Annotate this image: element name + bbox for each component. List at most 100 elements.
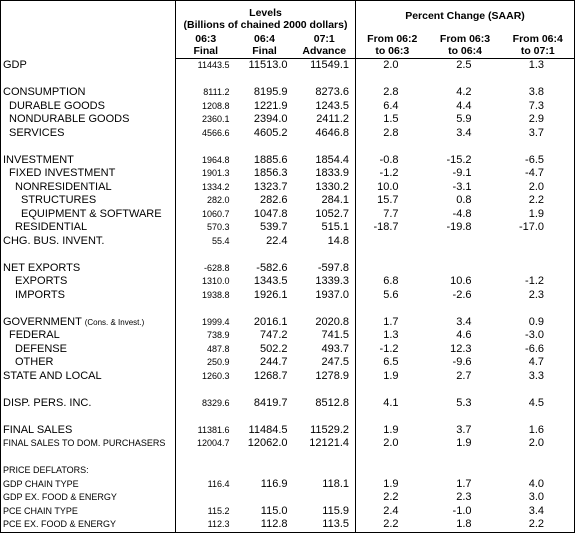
spacer-cell: [502, 73, 575, 87]
spacer-cell: [355, 302, 429, 316]
level-value: 2394.0: [253, 113, 288, 125]
change-value: 2.3: [456, 491, 472, 503]
row-label: PRICE DEFLATORS:: [3, 465, 89, 475]
change-value: 4.1: [355, 396, 429, 410]
level-value: 112.8: [260, 518, 288, 530]
level-value: 8512.8: [315, 396, 350, 409]
change-value: 1.9: [355, 369, 429, 383]
change-value: 3.4: [456, 126, 472, 139]
row-label-cell: NONDURABLE GOODS: [1, 113, 176, 127]
level-value: [175, 491, 236, 505]
level-value: 115.2: [175, 504, 236, 518]
level-value: 1208.8: [175, 99, 236, 113]
row-label-cell: CHG. BUS. INVENT.: [1, 235, 176, 249]
level-value: 747.2: [259, 329, 288, 341]
change-value: -9.1: [452, 167, 472, 179]
change-value: 4.0: [528, 477, 545, 490]
level-value: 12062.0: [247, 437, 288, 449]
spacer-cell: [294, 302, 356, 316]
change-value: -1.2: [355, 342, 429, 356]
spacer-row: [1, 410, 575, 424]
row-label-cell: GDP CHAIN TYPE: [1, 478, 176, 492]
spacer-cell: [1, 383, 176, 397]
change-value: 3.3: [528, 369, 545, 382]
change-value: 1.6: [528, 423, 545, 436]
spacer-cell: [355, 140, 429, 154]
row-label: GDP CHAIN TYPE: [3, 478, 79, 489]
level-value: 282.6: [259, 194, 288, 206]
table-row: PCE CHAIN TYPE 115.2 115.0 115.9 2.4 -1.0 3.4: [1, 504, 575, 518]
change-value: 10.6: [450, 275, 472, 287]
table-row: FEDERAL 738.9 747.2 741.5 1.3 4.6 -3.0: [1, 329, 575, 343]
row-label-cell: OTHER: [1, 356, 176, 370]
row-label: NONDURABLE GOODS: [9, 113, 130, 125]
level-value: 1833.9: [315, 167, 350, 179]
row-label-cell: DEFENSE: [1, 343, 176, 357]
row-label: PCE EX. FOOD & ENERGY: [3, 519, 117, 529]
table-row: PCE EX. FOOD & ENERGY 112.3 112.8 113.5 2.2 1…: [1, 518, 575, 532]
level-value: 8273.6: [315, 86, 350, 98]
change-value: 1.7: [456, 477, 472, 490]
row-label: GDP: [3, 58, 27, 71]
change-value: -3.0: [525, 329, 545, 341]
level-value: 1854.4: [315, 153, 350, 166]
change-value: 5.3: [456, 396, 472, 409]
spacer-cell: [236, 451, 294, 465]
level-value: 11529.2: [310, 423, 350, 436]
spacer-cell: [236, 410, 294, 424]
level-value: 250.9: [175, 356, 236, 370]
level-value: 11381.6: [175, 423, 236, 437]
change-value: -15.2: [446, 153, 472, 166]
row-label: IMPORTS: [15, 288, 65, 301]
level-value: [294, 464, 356, 478]
change-value: 3.7: [528, 126, 545, 139]
change-value: 3.4: [528, 504, 545, 517]
spacer-cell: [502, 248, 575, 262]
change-value: 2.2: [528, 194, 545, 206]
change-value: [355, 464, 429, 478]
row-label-cell: NONRESIDENTIAL: [1, 181, 176, 195]
change-value: 15.7: [355, 194, 429, 208]
spacer-cell: [236, 302, 294, 316]
table-row: GDP EX. FOOD & ENERGY 2.2 2.3 3.0: [1, 491, 575, 505]
change-value: 0.9: [528, 315, 545, 328]
row-label-cell: IMPORTS: [1, 289, 176, 303]
change-value: 2.8: [355, 126, 429, 140]
spacer-cell: [355, 72, 429, 86]
change-value: -1.2: [355, 167, 429, 181]
change-value: 1.9: [456, 437, 472, 449]
table-row: CHG. BUS. INVENT. 55.4 22.4 14.8: [1, 234, 575, 249]
level-value: 4646.8: [315, 126, 350, 139]
row-label: STATE AND LOCAL: [3, 369, 102, 382]
change-value: 2.4: [355, 504, 429, 518]
change-value: 3.8: [528, 86, 545, 98]
change-value: 1.3: [355, 329, 429, 343]
table-row: FINAL SALES TO DOM. PURCHASERS 12004.7 120…: [1, 437, 575, 451]
row-label-cell: GOVERNMENT (Cons. & Invest.): [1, 316, 176, 330]
spacer-cell: [175, 410, 236, 424]
table-row: NONDURABLE GOODS 2360.1 2394.0 2411.2 1.5 5.9…: [1, 113, 575, 127]
level-value: 1268.7: [253, 369, 288, 382]
spacer-cell: [175, 302, 236, 316]
table-row: PRICE DEFLATORS:: [1, 464, 575, 478]
row-label-cell: RESIDENTIAL: [1, 221, 176, 235]
level-value: 8195.9: [253, 86, 288, 98]
spacer-cell: [294, 451, 356, 465]
row-label-cell: FINAL SALES: [1, 424, 176, 438]
level-value: 14.8: [327, 234, 350, 247]
row-label-cell: FIXED INVESTMENT: [1, 167, 176, 181]
spacer-cell: [294, 383, 356, 397]
change-value: 2.2: [355, 518, 429, 532]
change-value: -1.2: [525, 275, 545, 287]
spacer-cell: [502, 410, 575, 424]
level-value: 2020.8: [315, 315, 350, 328]
change-value: 6.5: [355, 356, 429, 370]
levels-title: Levels: [249, 7, 282, 19]
spacer-cell: [236, 73, 294, 87]
row-label: FEDERAL: [9, 329, 60, 341]
level-value: 244.7: [259, 356, 288, 368]
row-label: DURABLE GOODS: [9, 99, 105, 112]
change-value: -2.6: [452, 288, 472, 301]
change-value: 2.0: [355, 437, 429, 451]
level-value: 115.0: [260, 504, 288, 517]
